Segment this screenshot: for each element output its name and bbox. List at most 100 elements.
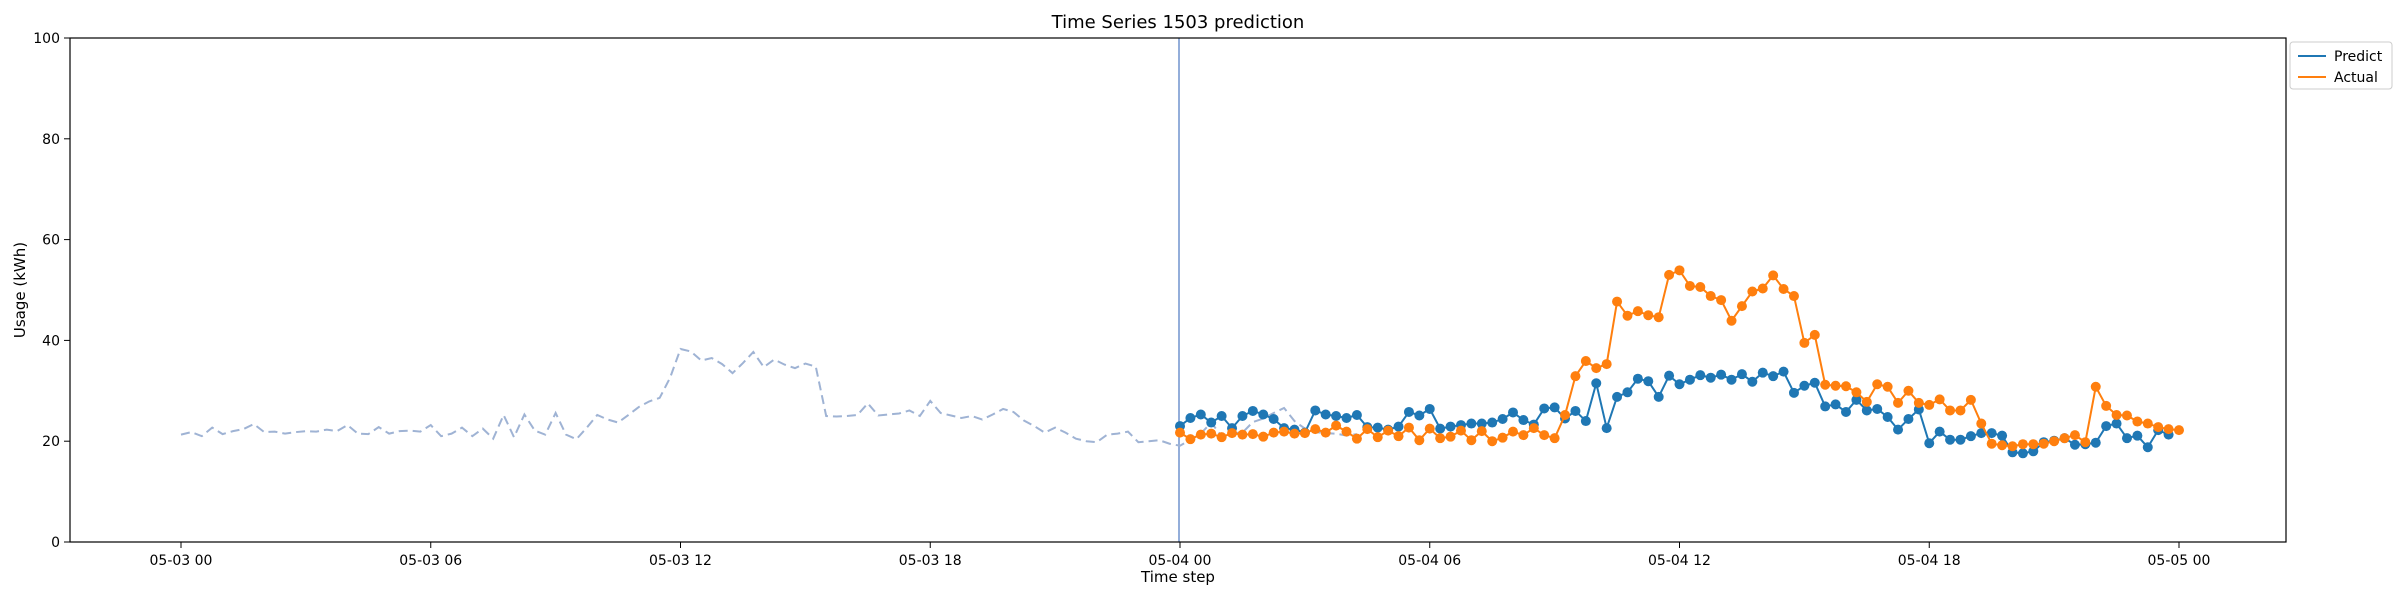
- data-point-predict: [1934, 426, 1945, 437]
- data-point-predict: [1809, 377, 1820, 388]
- data-point-predict: [1861, 405, 1872, 416]
- data-point-actual: [1497, 432, 1508, 443]
- x-tick-label: 05-04 00: [1149, 553, 1212, 569]
- data-point-actual: [2007, 441, 2018, 452]
- plot-frame: [69, 37, 2287, 543]
- y-tick-label: 80: [42, 132, 60, 148]
- data-point-actual: [1476, 426, 1487, 437]
- data-point-predict: [1435, 423, 1446, 434]
- data-point-actual: [2153, 422, 2164, 433]
- data-point-predict: [1757, 367, 1768, 378]
- data-point-predict: [1341, 413, 1352, 424]
- data-point-predict: [1653, 391, 1664, 402]
- data-point-actual: [1882, 381, 1893, 392]
- data-point-predict: [1508, 407, 1518, 418]
- data-point-actual: [1705, 291, 1716, 302]
- data-point-predict: [1331, 411, 1342, 421]
- data-point-actual: [1216, 432, 1227, 443]
- data-point-actual: [1289, 428, 1300, 439]
- data-point-actual: [1518, 430, 1529, 441]
- data-point-predict: [1476, 418, 1487, 429]
- x-tick-label: 05-03 18: [899, 553, 962, 569]
- data-point-predict: [1768, 371, 1779, 382]
- data-point-actual: [1414, 435, 1425, 446]
- data-point-actual: [1601, 359, 1612, 370]
- data-point-actual: [1247, 429, 1258, 440]
- data-point-predict: [1997, 430, 2008, 441]
- data-point-predict: [1268, 414, 1279, 425]
- data-point-actual: [1362, 424, 1373, 435]
- data-point-predict: [1893, 424, 1904, 435]
- data-point-actual: [1653, 312, 1664, 323]
- data-point-predict: [2101, 421, 2112, 432]
- x-axis: 05-03 00 05-03 06 05-03 12 05-03 18 05-04 00…: [150, 542, 2210, 569]
- data-point-predict: [1830, 399, 1841, 410]
- data-point-predict: [1684, 374, 1695, 385]
- data-point-predict: [1788, 387, 1799, 398]
- data-point-actual: [1955, 405, 1966, 416]
- data-point-predict: [1632, 373, 1643, 384]
- x-tick-label: 05-03 12: [649, 553, 712, 569]
- data-point-actual: [1528, 423, 1539, 434]
- data-point-actual: [1893, 397, 1904, 408]
- data-point-actual: [1591, 363, 1602, 374]
- y-tick-label: 20: [42, 434, 60, 450]
- data-point-actual: [1403, 422, 1414, 433]
- data-point-actual: [1175, 427, 1185, 438]
- data-point-actual: [1185, 434, 1196, 445]
- data-point-actual: [1643, 310, 1654, 321]
- data-point-predict: [1872, 403, 1883, 414]
- data-point-predict: [2069, 439, 2080, 450]
- data-point-predict: [1747, 376, 1758, 387]
- data-point-predict: [1518, 415, 1529, 426]
- data-point-actual: [1466, 435, 1477, 446]
- data-point-predict: [1986, 428, 1997, 439]
- data-point-actual: [1393, 431, 1404, 442]
- data-point-predict: [1903, 414, 1914, 425]
- data-point-actual: [1351, 433, 1362, 444]
- data-point-actual: [2132, 416, 2143, 427]
- data-point-actual: [1716, 295, 1727, 306]
- data-point-actual: [1934, 394, 1945, 405]
- x-tick-label: 05-04 12: [1648, 553, 1711, 569]
- data-point-predict: [1778, 366, 1789, 377]
- data-point-actual: [1195, 429, 1206, 440]
- data-point-predict: [1351, 409, 1362, 420]
- x-tick-label: 05-03 06: [399, 553, 462, 569]
- data-point-actual: [2028, 439, 2039, 450]
- data-point-actual: [1861, 396, 1872, 407]
- data-point-actual: [2069, 430, 2080, 441]
- data-point-predict: [1372, 422, 1383, 433]
- data-point-actual: [1757, 283, 1768, 294]
- data-point-predict: [1310, 405, 1321, 416]
- data-point-actual: [1539, 430, 1550, 441]
- data-point-actual: [2174, 425, 2184, 436]
- data-point-predict: [2028, 446, 2039, 457]
- data-point-predict: [1841, 406, 1851, 417]
- x-tick-label: 05-04 18: [1898, 553, 1961, 569]
- data-point-actual: [2090, 381, 2101, 392]
- data-point-predict: [1216, 411, 1227, 421]
- data-point-predict: [1716, 369, 1727, 380]
- data-point-predict: [1882, 412, 1893, 423]
- data-point-actual: [2059, 433, 2070, 444]
- data-point-actual: [1747, 286, 1758, 297]
- data-point-actual: [2038, 438, 2049, 449]
- y-tick-label: 0: [51, 535, 60, 551]
- data-point-actual: [1508, 426, 1518, 437]
- data-point-actual: [2111, 409, 2122, 420]
- data-point-predict: [1945, 434, 1956, 445]
- legend: Predict Actual: [2289, 41, 2393, 90]
- data-point-actual: [1206, 428, 1217, 439]
- data-point-predict: [1487, 417, 1498, 428]
- data-point-actual: [1924, 399, 1935, 410]
- data-point-predict: [1851, 394, 1862, 405]
- data-point-predict: [1976, 428, 1987, 439]
- data-point-actual: [1632, 306, 1643, 317]
- series-actual: [1175, 265, 2184, 452]
- data-point-predict: [1237, 411, 1248, 421]
- x-tick-label: 05-03 00: [150, 553, 213, 569]
- data-point-actual: [1341, 426, 1352, 437]
